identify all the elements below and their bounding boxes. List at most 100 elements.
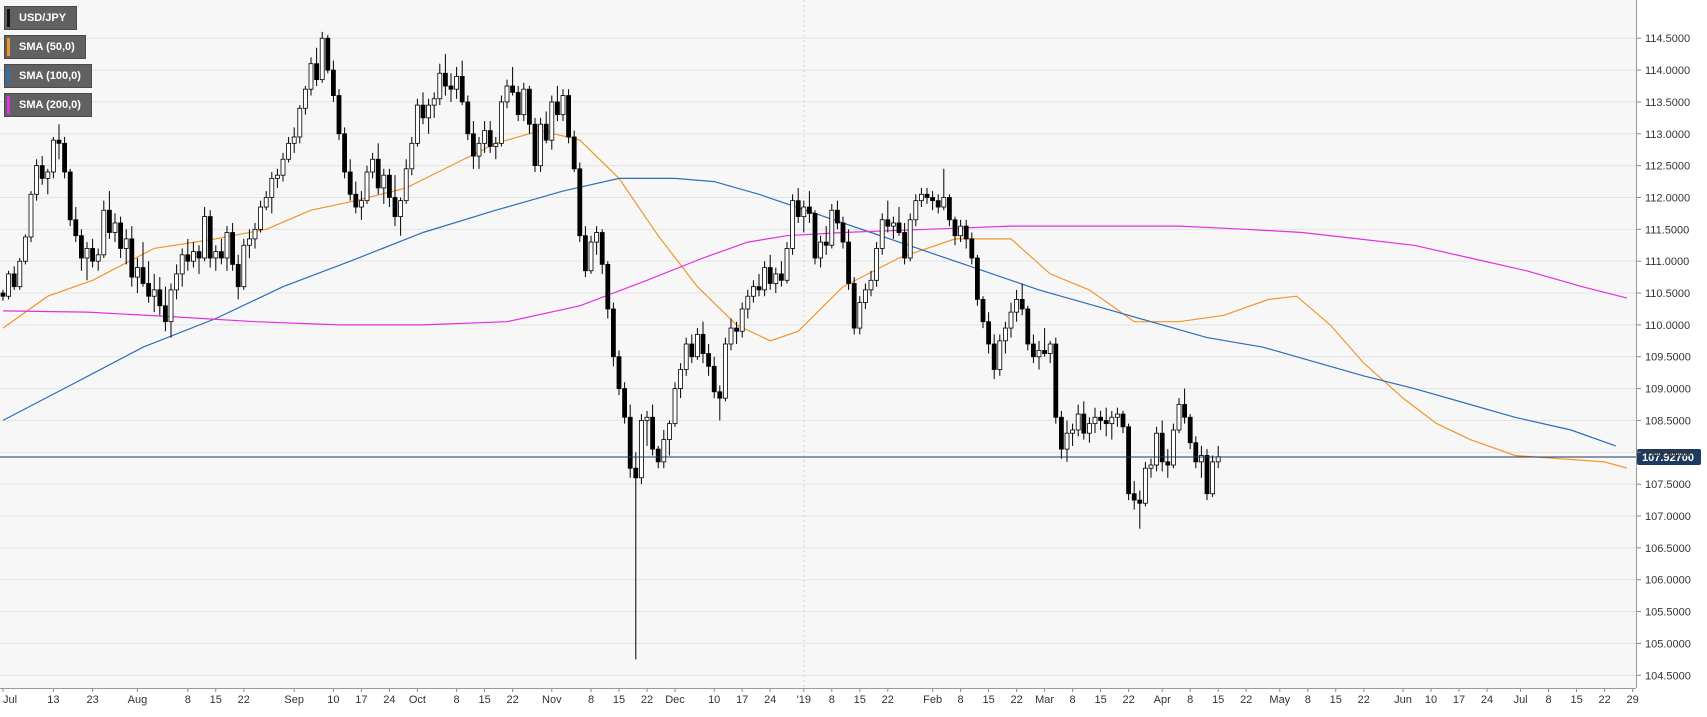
y-tick-label: 112.0000 — [1645, 192, 1690, 204]
candle-body-up — [667, 423, 672, 440]
x-tick-label: 22 — [1010, 694, 1022, 706]
candle-body-up — [34, 165, 39, 195]
candle-body-down — [314, 63, 320, 81]
candle-body-up — [1003, 327, 1008, 342]
candle-body-down — [39, 165, 45, 179]
candle-body-down — [459, 76, 465, 103]
candle-body-down — [420, 104, 426, 119]
candle-body-up — [683, 343, 689, 370]
x-tick-label: 15 — [1094, 694, 1106, 706]
x-tick-label: 15 — [478, 694, 490, 706]
y-tick-label: 109.0000 — [1645, 384, 1691, 396]
candle-body-down — [655, 448, 661, 463]
candle-body-up — [381, 174, 387, 189]
candle-body-down — [885, 219, 891, 227]
x-tick-label: Jun — [1394, 694, 1412, 706]
legend-item-usdjpy[interactable]: USD/JPY — [4, 6, 78, 30]
y-tick-label: 114.5000 — [1645, 33, 1690, 45]
candle-body-down — [605, 263, 611, 310]
x-tick-label: 8 — [1305, 694, 1311, 706]
legend-item-sma-100[interactable]: SMA (100,0) — [4, 64, 92, 88]
candle-body-up — [241, 244, 247, 288]
candle-body-down — [616, 356, 622, 389]
y-tick-label: 108.0000 — [1645, 447, 1691, 459]
candle-body-down — [1031, 343, 1036, 358]
axes: 104.5000 105.0000 105.5000 106.0000 106.5000… — [0, 0, 1691, 706]
candle-body-down — [969, 238, 975, 259]
candle-body-up — [302, 88, 308, 109]
candle-body-up — [179, 254, 185, 275]
x-tick-label: Feb — [923, 694, 942, 706]
candle-body-down — [622, 388, 627, 418]
candle-body-down — [196, 251, 202, 259]
candle-body-up — [482, 130, 488, 144]
candle-body-up — [958, 225, 963, 237]
legend-item-sma-200[interactable]: SMA (200,0) — [4, 93, 92, 117]
legend-swatch-sma-50 — [7, 38, 10, 56]
y-tick-label: 108.5000 — [1645, 415, 1691, 427]
candle-body-up — [1064, 432, 1070, 450]
candle-body-up — [1075, 413, 1081, 431]
candle-body-up — [868, 279, 874, 291]
candle-body-down — [711, 365, 717, 393]
candle-body-up — [879, 219, 885, 249]
candle-body-up — [784, 248, 790, 281]
candle-body-up — [224, 232, 230, 259]
candle-body-up — [45, 171, 51, 179]
candle-body-up — [431, 98, 437, 106]
y-tick-label: 113.5000 — [1645, 97, 1690, 109]
y-tick-label: 106.0000 — [1645, 575, 1691, 587]
candle-body-down — [924, 193, 930, 198]
candle-body-down — [107, 209, 112, 233]
candle-body-up — [1176, 404, 1182, 431]
candle-body-up — [51, 139, 56, 173]
x-tick-label: 8 — [1187, 694, 1193, 706]
x-tick-label: 15 — [210, 694, 222, 706]
candle-body-up — [1215, 456, 1221, 463]
candle-body-up — [728, 327, 734, 345]
candle-body-up — [790, 200, 795, 249]
candle-body-down — [1193, 442, 1199, 463]
candle-body-down — [392, 197, 398, 217]
x-tick-label: 22 — [1598, 694, 1610, 706]
candle-body-down — [930, 197, 935, 202]
candle-body-up — [644, 416, 650, 421]
legend-swatch-usdjpy — [7, 9, 10, 27]
candle-body-down — [1204, 455, 1210, 495]
x-tick-label: 8 — [588, 694, 594, 706]
candle-body-up — [594, 232, 599, 243]
legend-item-sma-50[interactable]: SMA (50,0) — [4, 35, 86, 59]
candle-body-up — [762, 267, 767, 291]
candle-body-down — [330, 69, 336, 96]
candle-body-up — [269, 177, 275, 198]
candle-body-down — [1098, 416, 1103, 421]
candle-body-down — [1081, 413, 1087, 434]
candle-body-down — [1187, 416, 1193, 444]
candle-body-down — [342, 133, 348, 173]
y-tick-label: 105.5000 — [1645, 607, 1691, 619]
y-tick-label: 107.5000 — [1645, 479, 1691, 491]
candle-body-up — [6, 273, 11, 297]
grid-lines — [0, 0, 1636, 688]
candle-body-down — [706, 353, 711, 367]
x-tick-label: 22 — [238, 694, 250, 706]
candle-body-down — [571, 136, 577, 170]
candle-body-up — [263, 197, 269, 208]
candle-body-down — [734, 327, 739, 332]
candle-body-up — [454, 76, 460, 90]
legend-swatch-sma-100 — [7, 67, 10, 85]
candle-body-down — [952, 219, 958, 237]
candle-body-down — [1120, 413, 1126, 428]
candle-body-up — [426, 104, 432, 119]
candle-body-down — [442, 72, 448, 87]
candle-body-down — [700, 334, 706, 354]
x-tick-label: Jul — [1514, 694, 1528, 706]
candle-body-down — [823, 241, 829, 246]
candle-body-down — [896, 222, 902, 233]
candle-body-up — [678, 369, 683, 389]
x-tick-label: Sep — [284, 694, 304, 706]
candle-body-up — [168, 289, 174, 323]
right-axis-background — [1636, 0, 1707, 712]
x-tick-label: 10 — [1425, 694, 1437, 706]
candle-body-down — [543, 123, 549, 141]
